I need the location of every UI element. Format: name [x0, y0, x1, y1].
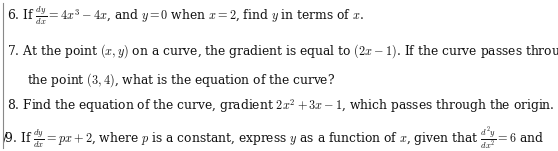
Text: 7. At the point $(x, y)$ on a curve, the gradient is equal to $(2x-1)$. If the c: 7. At the point $(x, y)$ on a curve, the…: [7, 42, 558, 60]
Text: 6. If $\frac{dy}{dx}=4x^3-4x$, and $y=0$ when $x=2$, find $y$ in terms of $x$.: 6. If $\frac{dy}{dx}=4x^3-4x$, and $y=0$…: [7, 5, 364, 27]
Text: that $y=4$ when $x=0$.: that $y=4$ when $x=0$.: [27, 149, 155, 151]
Text: the point $(3, 4)$, what is the equation of the curve?: the point $(3, 4)$, what is the equation…: [27, 72, 335, 90]
Text: /9. If $\frac{dy}{dx}=px+2$, where $p$ is a constant, express $y$ as a function : /9. If $\frac{dy}{dx}=px+2$, where $p$ i…: [2, 125, 545, 151]
Text: 8. Find the equation of the curve, gradient $2x^2+3x-1$, which passes through th: 8. Find the equation of the curve, gradi…: [7, 97, 554, 115]
